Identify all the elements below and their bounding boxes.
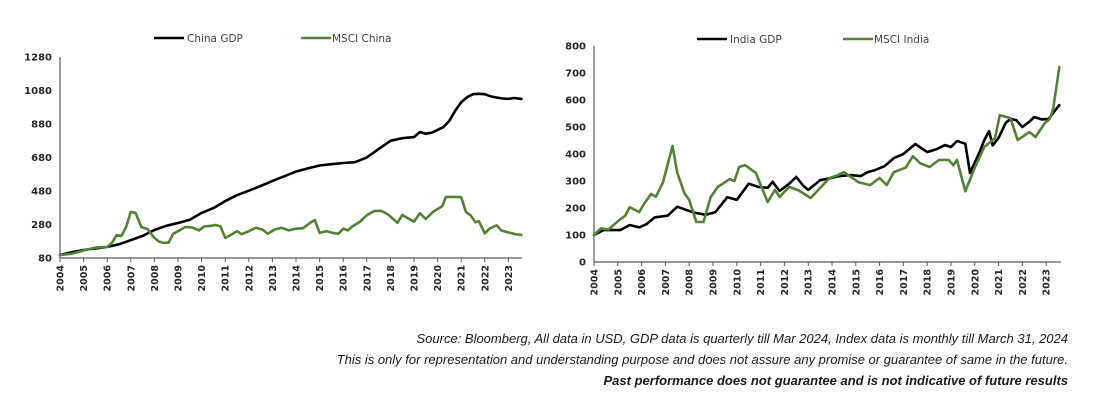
china-x-tick-label: 2008 [150, 265, 161, 292]
china-y-tick-label: 1280 [24, 53, 52, 64]
india-x-tick-label: 2013 [804, 269, 815, 295]
china-x-tick-label: 2023 [504, 265, 515, 291]
china-x-tick-label: 2007 [126, 265, 137, 291]
china-chart: China GDP MSCI China 80 280 480 680 880 1080 1… [24, 33, 523, 292]
india-y-tick-label: 100 [565, 231, 586, 242]
china-x-tick-label: 2011 [221, 265, 232, 291]
series-line-msci-china [58, 195, 523, 257]
china-x-tick-label: 2009 [174, 265, 185, 291]
india-x-tick-label: 2019 [947, 269, 958, 295]
india-y-tick-label: 500 [565, 123, 586, 134]
india-x-tick-label: 2005 [613, 269, 624, 295]
series-line-china-gdp [58, 92, 523, 257]
india-x-tick-label: 2014 [828, 269, 839, 296]
india-y-tick-label: 200 [565, 204, 586, 215]
china-x-tick-label: 2021 [457, 265, 468, 291]
india-x-tick-label: 2020 [970, 269, 981, 296]
india-x-tick-label: 2016 [875, 269, 886, 296]
china-y-tick-label: 1080 [24, 86, 52, 97]
india-x-tick-label: 2010 [732, 269, 743, 296]
legend-china-gdp-label: China GDP [187, 33, 243, 45]
india-legend: India GDP MSCI India [697, 34, 929, 46]
india-y-tick-label: 700 [565, 69, 586, 80]
china-x-tick-label: 2022 [480, 265, 491, 291]
china-x-tick-label: 2015 [315, 265, 326, 291]
china-x-tick-label: 2006 [103, 265, 114, 292]
series-line-india-gdp [592, 103, 1061, 237]
india-x-tick-label: 2009 [709, 269, 720, 295]
source-note: Source: Bloomberg, All data in USD, GDP … [416, 331, 1068, 346]
china-legend: China GDP MSCI China [154, 33, 391, 45]
india-x-tick-label: 2012 [780, 269, 791, 295]
legend-msci-china-label: MSCI China [332, 33, 391, 45]
india-x-tick-label: 2004 [590, 269, 601, 296]
disclaimer-note: This is only for representation and unde… [336, 352, 1068, 367]
india-x-tick-label: 2021 [994, 269, 1005, 295]
china-x-tick-label: 2018 [386, 265, 397, 292]
india-y-tick-label: 300 [565, 177, 586, 188]
india-x-tick-label: 2011 [756, 269, 767, 295]
china-x-tick-label: 2004 [56, 265, 67, 292]
india-x-tick-label: 2006 [637, 269, 648, 296]
china-x-tick-label: 2019 [410, 265, 421, 291]
india-y-tick-label: 800 [565, 42, 586, 53]
india-x-tick-label: 2023 [1042, 269, 1053, 295]
india-y-tick-label: 600 [565, 96, 586, 107]
india-x-tick-label: 2007 [661, 269, 672, 295]
india-chart: India GDP MSCI India 0 100 200 300 400 500 600… [565, 34, 1061, 295]
legend-msci-india-label: MSCI India [874, 34, 929, 46]
china-x-tick-label: 2016 [339, 265, 350, 292]
china-y-tick-label: 480 [31, 187, 52, 198]
past-performance-note: Past performance does not guarantee and … [603, 373, 1068, 388]
legend-india-gdp-label: India GDP [730, 34, 782, 46]
india-y-tick-label: 400 [565, 150, 586, 161]
india-x-tick-label: 2017 [899, 269, 910, 295]
china-x-tick-label: 2005 [79, 265, 90, 291]
india-x-tick-label: 2008 [685, 269, 696, 296]
china-y-tick-label: 880 [31, 120, 52, 131]
china-x-tick-label: 2010 [197, 265, 208, 292]
china-y-tick-label: 280 [31, 220, 52, 231]
india-x-tick-label: 2018 [923, 269, 934, 296]
india-x-tick-label: 2022 [1018, 269, 1029, 295]
china-x-tick-label: 2012 [244, 265, 255, 291]
china-x-tick-label: 2017 [362, 265, 373, 291]
china-x-tick-label: 2020 [433, 265, 444, 292]
china-y-tick-label: 680 [31, 153, 52, 164]
china-x-tick-label: 2014 [292, 265, 303, 292]
china-x-tick-label: 2013 [268, 265, 279, 291]
india-y-tick-label: 0 [579, 258, 586, 269]
series-line-msci-india [592, 65, 1061, 237]
china-y-tick-label: 80 [38, 254, 52, 265]
india-x-tick-label: 2015 [851, 269, 862, 295]
